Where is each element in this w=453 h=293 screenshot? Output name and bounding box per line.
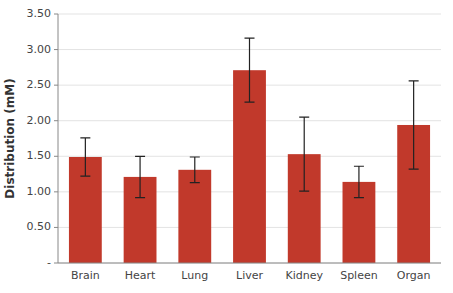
x-tick-label: Heart — [125, 269, 156, 282]
y-tick-label: 1.50 — [27, 149, 52, 162]
y-tick — [54, 191, 58, 192]
y-axis-label: Distribution (mM) — [3, 78, 17, 198]
y-tick — [54, 49, 58, 50]
y-tick-label: 3.00 — [27, 43, 52, 56]
x-tick-label: Spleen — [340, 269, 378, 282]
y-axis: - 0.50 1.00 1.50 2.00 2.50 3.00 3.50 — [27, 7, 59, 269]
error-bar — [354, 166, 364, 197]
chart: - 0.50 1.00 1.50 2.00 2.50 3.00 3.50 Brain Heart L… — [0, 0, 453, 293]
grid-line — [58, 14, 441, 15]
y-tick-label: 2.00 — [27, 114, 52, 127]
y-tick — [54, 156, 58, 157]
x-tick-label: Lung — [181, 269, 208, 282]
y-axis-line — [58, 14, 59, 263]
x-tick-label: Kidney — [285, 269, 323, 282]
x-axis-line — [58, 263, 441, 264]
bar — [178, 170, 211, 263]
error-bar — [135, 156, 145, 197]
y-tick — [54, 263, 58, 264]
y-tick — [54, 85, 58, 86]
y-tick-label: - — [47, 256, 51, 269]
error-bar — [409, 81, 419, 169]
grid-line — [58, 263, 441, 264]
error-bar — [80, 138, 90, 176]
y-tick-label: 1.00 — [27, 185, 52, 198]
x-tick-label: Organ — [397, 269, 431, 282]
error-bar — [299, 117, 309, 191]
x-tick-label: Liver — [236, 269, 263, 282]
y-tick-label: 3.50 — [27, 7, 52, 20]
x-axis: Brain Heart Lung Liver Kidney Spleen Organ — [71, 269, 431, 282]
grid — [58, 14, 441, 263]
error-bar — [245, 38, 255, 102]
x-tick-label: Brain — [71, 269, 100, 282]
y-tick — [54, 227, 58, 228]
chart-container: - 0.50 1.00 1.50 2.00 2.50 3.00 3.50 Brain Heart L… — [0, 0, 453, 293]
y-tick-label: 2.50 — [27, 78, 52, 91]
y-tick — [54, 120, 58, 121]
error-bar — [190, 157, 200, 183]
y-tick-label: 0.50 — [27, 220, 52, 233]
error-bars — [80, 38, 418, 197]
y-tick — [54, 14, 58, 15]
